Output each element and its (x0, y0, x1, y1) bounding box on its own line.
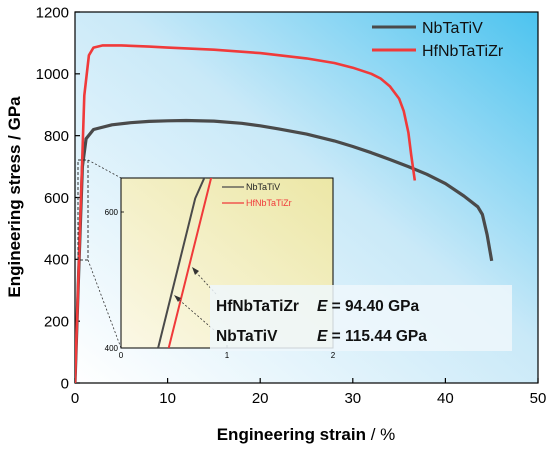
annotation-arrowhead-hfnbtatizr (192, 267, 199, 275)
x-tick-label: 50 (530, 390, 547, 407)
y-tick-label: 400 (105, 344, 119, 353)
modulus-annotation-line-1: HfNbTaTiZr E = 94.40 GPa (216, 298, 419, 315)
inset-legend-label-hfnbtatizr: HfNbTaTiZr (246, 198, 292, 208)
zoom-region-box (77, 159, 89, 261)
y-axis-unit: / GPa (5, 96, 24, 145)
y-tick-label: 600 (105, 208, 119, 217)
modulus-value-hfnbtatizr: = 94.40 GPa (327, 298, 419, 315)
inset-nbtativ-line (157, 178, 206, 348)
modulus-value-nbtativ: = 115.44 GPa (327, 328, 427, 345)
x-tick-label: 0 (71, 390, 79, 407)
y-tick-label: 600 (44, 190, 69, 207)
y-tick-label: 200 (44, 313, 69, 330)
nbtativ-line (75, 118, 494, 383)
x-tick-label: 2 (331, 351, 336, 360)
x-axis-unit: / % (366, 425, 395, 444)
y-tick-label: 800 (44, 128, 69, 145)
modulus-symbol-e-2: E (317, 328, 328, 345)
y-tick-label: 1200 (36, 4, 69, 21)
modulus-annotation-box (210, 285, 512, 351)
y-axis-title: Engineering stress / GPa (5, 96, 24, 298)
x-tick-label: 1 (225, 351, 230, 360)
modulus-alloy-hfnbtatizr: HfNbTaTiZr (216, 298, 299, 315)
modulus-alloy-nbtativ: NbTaTiV (216, 328, 278, 345)
inset-legend-label-nbtativ: NbTaTiV (246, 182, 280, 192)
y-axis-label: Engineering stress (5, 145, 24, 298)
x-tick-label: 0 (119, 351, 124, 360)
inset-hfnbtatizr-line (167, 178, 213, 348)
y-tick-label: 400 (44, 252, 69, 269)
annotation-arrow-nbtativ (176, 297, 215, 331)
legend-label-hfnbtatizr: HfNbTaTiZr (422, 43, 504, 60)
hfnbtatizr-line (75, 44, 417, 383)
x-axis-title: Engineering strain / % (217, 425, 396, 444)
x-axis-label: Engineering strain (217, 425, 366, 444)
x-tick-label: 40 (437, 390, 454, 407)
x-tick-label: 30 (344, 390, 361, 407)
legend-label-nbtativ: NbTaTiV (422, 20, 483, 37)
x-tick-label: 20 (252, 390, 269, 407)
y-tick-label: 1000 (36, 66, 69, 83)
x-tick-label: 10 (159, 390, 176, 407)
modulus-annotation-line-2: NbTaTiV E = 115.44 GPa (216, 328, 427, 345)
annotation-arrowhead-nbtativ (174, 295, 181, 302)
modulus-symbol-e: E (317, 298, 328, 315)
y-tick-label: 0 (61, 375, 69, 392)
